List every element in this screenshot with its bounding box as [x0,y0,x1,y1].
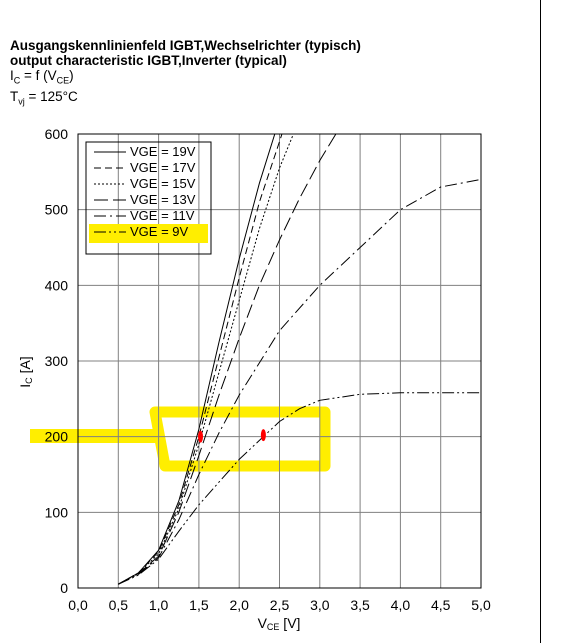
series-line-5 [118,178,481,585]
x-tick-label: 0,0 [68,597,88,613]
legend-label-4: VGE = 13V [130,192,196,207]
x-tick-label: 4,0 [391,597,411,613]
x-tick-label: 1,0 [149,597,169,613]
formula-ic: IC = f (VCE) [10,68,74,86]
red-marker-2 [260,429,266,442]
legend-label-2: VGE = 17V [130,160,196,175]
highlight-layer [30,406,331,472]
y-tick-label: 300 [45,353,69,369]
highlight-200a-left [30,429,160,443]
x-tick-label: 3,5 [350,597,370,613]
series-line-4 [118,134,337,585]
plot-frame [77,133,482,589]
y-tick-label: 500 [45,202,69,218]
grid-layer [77,133,482,589]
y-tick-label: 100 [45,504,69,520]
x-tick-label: 4,5 [431,597,451,613]
legend-highlight [89,224,208,243]
chart-title-de: Ausgangskennlinienfeld IGBT,Wechselricht… [10,38,361,53]
legend-label-6: VGE = 9V [130,224,188,239]
formula-tvj: Tvj = 125°C [10,88,78,107]
x-tick-label: 5,0 [471,597,491,613]
series-line-2 [118,134,283,585]
series-layer [118,134,481,585]
chart-title-en: output characteristic IGBT,Inverter (typ… [10,53,287,68]
legend-label-1: VGE = 19V [130,144,196,159]
chart-header: Ausgangskennlinienfeld IGBT,Wechselricht… [10,38,361,109]
x-tick-label: 1,5 [189,597,209,613]
x-tick-label: 2,5 [270,597,290,613]
x-tick-label: 0,5 [109,597,129,613]
legend-label-3: VGE = 15V [130,176,196,191]
y-axis-label: IC [A] [17,356,34,387]
x-axis-label: VCE [V] [258,615,301,632]
legend-label-5: VGE = 11V [130,208,195,223]
y-tick-label: 0 [60,580,68,596]
marker-layer [198,429,266,443]
x-tick-label: 3,0 [310,597,330,613]
y-tick-label: 600 [45,126,69,142]
highlight-200a-box [149,406,331,472]
red-marker-1 [198,430,204,443]
frame-top-right-line [540,0,541,643]
x-tick-label: 2,0 [229,597,249,613]
series-line-6 [118,392,481,585]
series-line-3 [118,134,294,585]
tick-labels: 0,0 0,5 1,0 1,5 2,0 2,5 3,0 3,5 4,0 4,5 5,0 0 100 200… [45,126,491,613]
y-tick-label: 200 [45,429,69,445]
legend-box [85,141,212,255]
y-tick-label: 400 [45,277,69,293]
